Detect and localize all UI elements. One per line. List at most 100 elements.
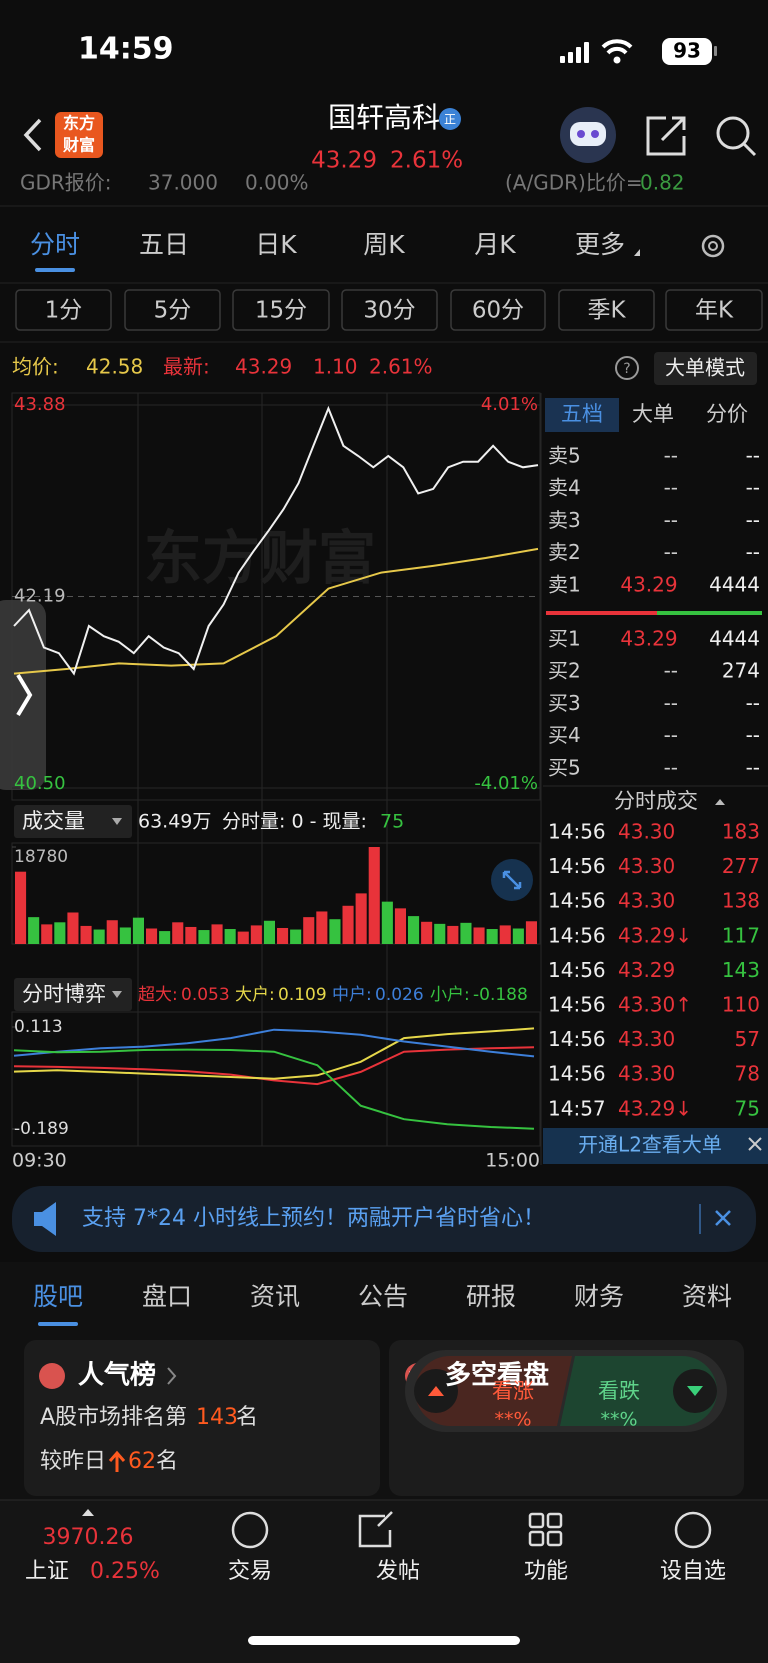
sort-icon (715, 799, 725, 805)
trade-price: 43.30 (618, 889, 675, 913)
trade-price: 43.30 (618, 1062, 675, 1086)
close-l2[interactable] (748, 1137, 762, 1151)
period-button[interactable] (232, 289, 330, 331)
book-price: -- (664, 508, 678, 532)
nav-label[interactable]: 交易 (228, 1559, 272, 1584)
book-price: -- (664, 723, 678, 747)
stock-name: 国轩高科 (328, 101, 440, 134)
bull-value: **% (494, 1409, 531, 1431)
chart-tab[interactable]: 五日 (139, 230, 189, 259)
info-tab[interactable]: 资料 (682, 1282, 732, 1311)
book-tab[interactable]: 分价 (706, 402, 748, 426)
side-arrow (16, 673, 33, 717)
pct-label: -4.01% (474, 773, 538, 794)
period-button[interactable] (558, 289, 655, 331)
volume-bar (277, 927, 289, 944)
badge: 正 (444, 113, 456, 127)
info-tab[interactable]: 资讯 (250, 1282, 300, 1311)
period-button[interactable] (124, 289, 221, 331)
help-icon[interactable] (615, 356, 639, 380)
nav-label[interactable]: 功能 (524, 1559, 568, 1584)
info-tab[interactable]: 研报 (466, 1282, 516, 1311)
mode-button[interactable] (654, 352, 757, 385)
volume-bar (421, 921, 433, 944)
settings-core (708, 241, 718, 251)
info-tab[interactable]: 股吧 (33, 1282, 83, 1311)
info-tab[interactable]: 公告 (358, 1282, 408, 1311)
volume-bar (237, 931, 249, 944)
flow-line (13, 1028, 535, 1058)
avatar-eye (591, 130, 599, 138)
chart-tab[interactable]: 分时 (30, 230, 80, 259)
book-label: 买1 (548, 627, 581, 651)
bull-icon (428, 1386, 444, 1396)
last-change: 1.10 (313, 355, 358, 379)
nav-label[interactable]: 设自选 (660, 1559, 726, 1584)
logo[interactable] (55, 112, 103, 158)
info-tab[interactable]: 财务 (574, 1282, 624, 1311)
chart-tab[interactable]: 日K (255, 230, 297, 259)
nav-label[interactable]: 发帖 (376, 1559, 420, 1584)
book-tab[interactable]: 大单 (632, 402, 674, 426)
book-label: 买5 (548, 755, 581, 779)
share-button[interactable] (646, 116, 686, 156)
avatar-eye (577, 130, 585, 138)
avg-label: 均价: (12, 355, 59, 379)
back-button[interactable] (23, 118, 42, 152)
flow-frame (11, 1011, 541, 1147)
help-mark: ? (623, 361, 630, 377)
volume-bar (329, 919, 341, 944)
legend-value: 0.053 (181, 985, 230, 1005)
trade-price: 43.29 (618, 958, 675, 982)
period-button[interactable] (341, 289, 438, 331)
up-arrow (108, 1450, 126, 1472)
y-tick-label: 43.88 (14, 394, 66, 415)
chart-tab[interactable]: 周K (363, 230, 405, 259)
period-label: 60分 (472, 298, 524, 324)
ratio: 0.82 (640, 171, 685, 195)
rank-icon (39, 1363, 65, 1389)
side-handle[interactable] (0, 600, 46, 790)
trade-volume: 110 (722, 993, 760, 1017)
book-volume: -- (746, 540, 760, 564)
flow-selector[interactable] (14, 978, 132, 1011)
info-tab[interactable]: 盘口 (142, 1282, 192, 1311)
trade-time: 14:56 (548, 923, 606, 947)
index-pct: 0.25% (90, 1559, 160, 1584)
bull-segment[interactable] (415, 1356, 572, 1426)
bear-segment[interactable] (560, 1356, 717, 1426)
card-text: 较昨日 (40, 1449, 106, 1474)
watchlist-icon[interactable] (674, 1511, 712, 1549)
settings-button[interactable] (701, 234, 725, 258)
book-volume: -- (746, 755, 760, 779)
index-expand[interactable] (82, 1509, 94, 1516)
flow-line (13, 1046, 535, 1086)
period-button[interactable] (15, 289, 112, 331)
chart-tab[interactable]: 更多 (575, 230, 625, 259)
post-icon[interactable] (358, 1511, 393, 1548)
trade-time: 14:56 (548, 1027, 606, 1051)
volume-bar (93, 929, 105, 944)
volume-bar (486, 929, 498, 944)
volume-bar (512, 928, 524, 944)
banner[interactable] (12, 1186, 756, 1252)
trade-volume: 57 (735, 1027, 760, 1051)
function-icon[interactable] (528, 1512, 563, 1547)
volume-bar (224, 929, 236, 944)
book-tab[interactable]: 五档 (561, 402, 603, 426)
banner-close[interactable] (715, 1210, 731, 1226)
battery-tip (714, 46, 717, 56)
period-button[interactable] (450, 289, 546, 331)
bull-label: 看涨 (492, 1379, 534, 1403)
chart-tab[interactable]: 月K (474, 230, 516, 259)
l2-button[interactable] (543, 1128, 768, 1164)
volume-current: 75 (380, 811, 404, 833)
volume-bar (316, 911, 328, 944)
period-button[interactable] (665, 289, 763, 331)
book-volume: -- (746, 691, 760, 715)
bear-label: 看跌 (598, 1379, 640, 1403)
search-button[interactable] (716, 116, 750, 150)
trade-icon[interactable] (231, 1511, 269, 1549)
time-label: 15:00 (485, 1150, 540, 1172)
volume-selector[interactable] (14, 805, 132, 838)
